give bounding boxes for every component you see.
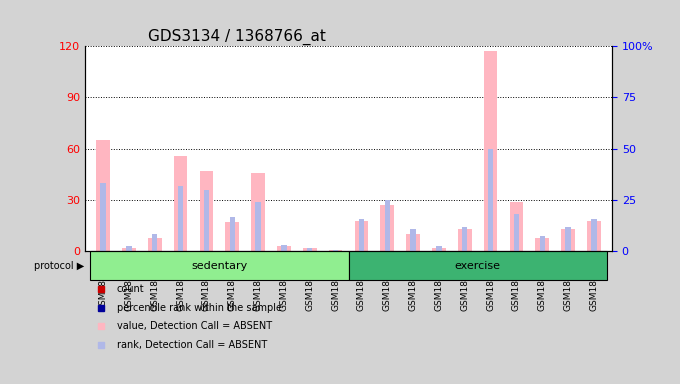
Bar bbox=[483, 51, 497, 252]
Bar bbox=[230, 217, 235, 252]
Bar bbox=[126, 246, 132, 252]
Text: sedentary: sedentary bbox=[191, 261, 248, 271]
FancyBboxPatch shape bbox=[348, 252, 607, 280]
Bar bbox=[226, 222, 239, 252]
Bar bbox=[256, 202, 261, 252]
Bar bbox=[152, 234, 158, 252]
Bar bbox=[333, 250, 338, 252]
Bar bbox=[561, 229, 575, 252]
Bar bbox=[97, 140, 110, 252]
Bar bbox=[539, 236, 545, 252]
Bar bbox=[587, 221, 600, 252]
Bar bbox=[200, 171, 214, 252]
Bar bbox=[458, 229, 471, 252]
Bar bbox=[282, 245, 287, 252]
Bar bbox=[359, 219, 364, 252]
Text: GDS3134 / 1368766_at: GDS3134 / 1368766_at bbox=[148, 28, 326, 45]
Text: rank, Detection Call = ABSENT: rank, Detection Call = ABSENT bbox=[117, 340, 267, 350]
Bar bbox=[101, 183, 106, 252]
Bar bbox=[462, 227, 467, 252]
Bar bbox=[252, 173, 265, 252]
Bar bbox=[303, 248, 316, 252]
Bar bbox=[148, 238, 162, 252]
Bar bbox=[513, 214, 519, 252]
Bar bbox=[488, 149, 493, 252]
Bar bbox=[535, 238, 549, 252]
Bar bbox=[407, 234, 420, 252]
FancyBboxPatch shape bbox=[90, 252, 348, 280]
Bar bbox=[329, 250, 342, 252]
Bar bbox=[204, 190, 209, 252]
Bar bbox=[122, 248, 136, 252]
Text: value, Detection Call = ABSENT: value, Detection Call = ABSENT bbox=[117, 321, 272, 331]
Bar bbox=[410, 229, 415, 252]
Bar bbox=[355, 221, 368, 252]
Bar bbox=[307, 248, 313, 252]
Bar bbox=[436, 246, 441, 252]
Bar bbox=[565, 227, 571, 252]
Bar bbox=[174, 156, 188, 252]
Bar bbox=[591, 219, 596, 252]
Text: percentile rank within the sample: percentile rank within the sample bbox=[117, 303, 282, 313]
Text: count: count bbox=[117, 285, 144, 295]
Bar bbox=[178, 186, 184, 252]
Bar bbox=[381, 205, 394, 252]
Text: protocol ▶: protocol ▶ bbox=[34, 261, 84, 271]
Bar bbox=[509, 202, 523, 252]
Bar bbox=[384, 200, 390, 252]
Text: exercise: exercise bbox=[455, 261, 500, 271]
Bar bbox=[432, 248, 445, 252]
Bar bbox=[277, 246, 290, 252]
